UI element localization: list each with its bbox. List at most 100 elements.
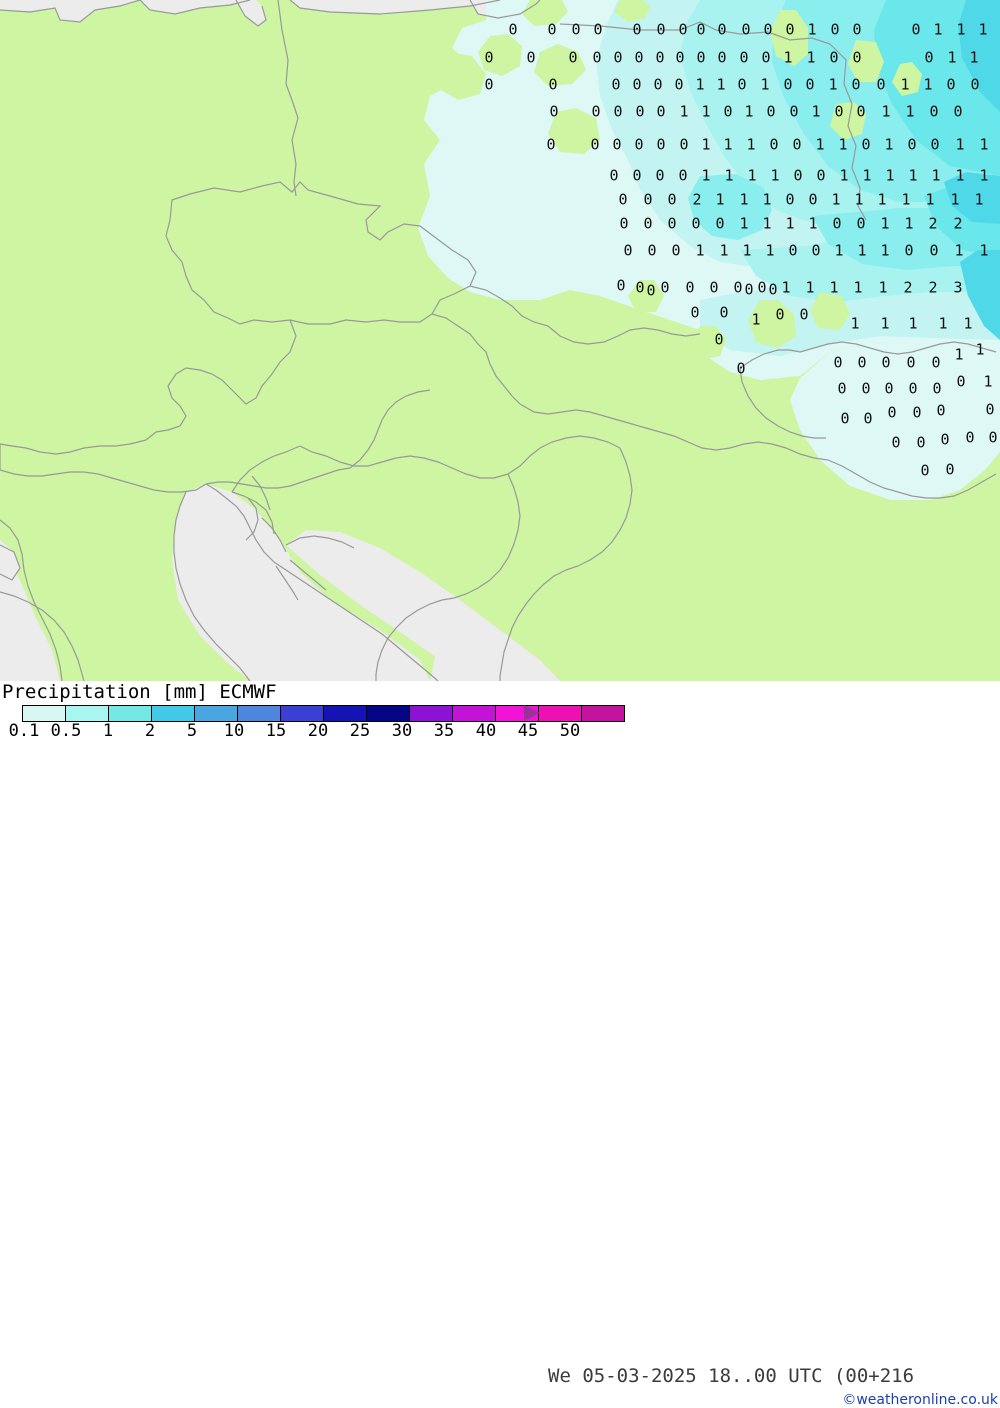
grid-value: 0: [549, 102, 559, 121]
grid-value: 0: [833, 353, 843, 372]
grid-value: 1: [979, 135, 989, 154]
grid-value: 1: [955, 166, 965, 185]
grid-value: 0: [646, 281, 656, 300]
grid-value: 1: [885, 166, 895, 185]
legend-footer: Precipitation [mm] ECMWF 0.1 0.5 1 2 5 10 15 20…: [0, 681, 1000, 1407]
grid-value: 1: [811, 102, 821, 121]
grid-value: 0: [593, 20, 603, 39]
grid-value: 0: [484, 75, 494, 94]
copyright-credit: ©weatheronline.co.uk: [842, 1392, 998, 1408]
color-swatch: [452, 706, 495, 721]
grid-value: 0: [653, 75, 663, 94]
color-swatch: [409, 706, 452, 721]
grid-value: 1: [719, 241, 729, 260]
tick-label: 2: [144, 721, 156, 741]
grid-value: 0: [709, 278, 719, 297]
color-swatch: [151, 706, 194, 721]
tick-label: 15: [265, 721, 287, 741]
grid-value: 0: [612, 135, 622, 154]
grid-value: 0: [916, 433, 926, 452]
grid-value: 1: [884, 135, 894, 154]
grid-value: 0: [508, 20, 518, 39]
color-swatch: [65, 706, 108, 721]
grid-value: 1: [904, 214, 914, 233]
grid-value: 0: [647, 241, 657, 260]
grid-value: 1: [834, 241, 844, 260]
grid-value: 1: [963, 314, 973, 333]
grid-value: 2: [928, 214, 938, 233]
grid-value: 0: [830, 20, 840, 39]
color-swatch: [280, 706, 323, 721]
grid-value: 1: [701, 102, 711, 121]
grid-value: 1: [679, 102, 689, 121]
grid-value: 0: [884, 379, 894, 398]
grid-value: 0: [548, 75, 558, 94]
tick-label: 30: [391, 721, 413, 741]
grid-value: 1: [785, 214, 795, 233]
grid-value: 0: [717, 48, 727, 67]
grid-value: 0: [840, 409, 850, 428]
grid-value: 0: [834, 102, 844, 121]
grid-value: 0: [656, 102, 666, 121]
grid-value: 1: [923, 75, 933, 94]
grid-value: 0: [547, 20, 557, 39]
grid-value: 0: [876, 75, 886, 94]
grid-value: 0: [775, 305, 785, 324]
color-swatch: [23, 706, 65, 721]
grid-value: 0: [737, 75, 747, 94]
grid-value: 0: [685, 278, 695, 297]
grid-value: 1: [857, 241, 867, 260]
grid-value: 0: [591, 102, 601, 121]
tick-label: 50: [559, 721, 581, 741]
grid-value: 1: [839, 166, 849, 185]
grid-value: 0: [613, 102, 623, 121]
tick-label: 1: [102, 721, 114, 741]
grid-value: 0: [930, 135, 940, 154]
grid-value: 0: [655, 166, 665, 185]
grid-value: 1: [701, 166, 711, 185]
grid-value: 0: [618, 190, 628, 209]
grid-value: 0: [484, 48, 494, 67]
grid-value: 0: [945, 460, 955, 479]
grid-value: 0: [856, 102, 866, 121]
tick-label: 20: [307, 721, 329, 741]
grid-value: 0: [714, 330, 724, 349]
grid-value: 1: [765, 241, 775, 260]
grid-value: 1: [905, 102, 915, 121]
grid-value: 0: [656, 20, 666, 39]
grid-value: 0: [736, 359, 746, 378]
grid-value: 0: [816, 166, 826, 185]
tick-label: 0.5: [50, 721, 82, 741]
grid-value: 1: [979, 241, 989, 260]
grid-value: 3: [953, 278, 963, 297]
grid-value: 0: [851, 75, 861, 94]
grid-value: 1: [880, 241, 890, 260]
grid-value: 0: [634, 135, 644, 154]
grid-value: 1: [716, 75, 726, 94]
grid-value: 0: [717, 20, 727, 39]
grid-value: 1: [978, 20, 988, 39]
grid-value: 0: [763, 20, 773, 39]
country-borders: [0, 0, 997, 681]
grid-value: 0: [609, 166, 619, 185]
grid-value: 0: [696, 20, 706, 39]
grid-value: 0: [667, 214, 677, 233]
grid-value: 1: [969, 48, 979, 67]
grid-value: 1: [854, 190, 864, 209]
color-swatch: [194, 706, 237, 721]
grid-value: 0: [907, 135, 917, 154]
dry-patches: [436, 0, 922, 360]
grid-value: 0: [887, 403, 897, 422]
grid-value: 1: [701, 135, 711, 154]
grid-value: 0: [568, 48, 578, 67]
grid-value: 0: [946, 75, 956, 94]
grid-value: 0: [592, 48, 602, 67]
grid-value: 0: [613, 48, 623, 67]
grid-value: 1: [878, 278, 888, 297]
tick-label: 40: [475, 721, 497, 741]
grid-value: 0: [679, 135, 689, 154]
grid-value: 0: [932, 379, 942, 398]
tick-label: 25: [349, 721, 371, 741]
grid-value: 0: [920, 461, 930, 480]
